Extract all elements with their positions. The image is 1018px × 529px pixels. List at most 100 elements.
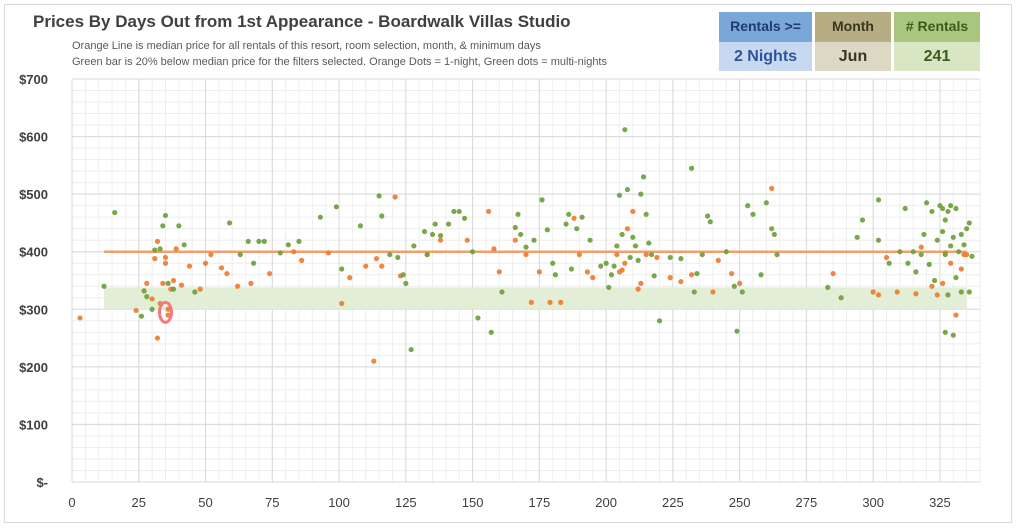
- rentals-filter-value[interactable]: 2 Nights: [719, 42, 812, 71]
- multi-night-point: [192, 289, 198, 295]
- rental-count-label: # Rentals: [894, 12, 980, 42]
- highlight-marker: [157, 300, 173, 324]
- one-night-point: [622, 260, 628, 266]
- multi-night-point: [437, 232, 444, 239]
- x-tick-label: 100: [328, 495, 350, 510]
- one-night-point: [234, 283, 241, 289]
- multi-night-point: [456, 208, 462, 215]
- one-night-point: [576, 251, 583, 258]
- multi-night-point: [421, 228, 428, 235]
- multi-night-point: [277, 250, 283, 256]
- multi-night-point: [162, 212, 169, 219]
- one-night-point: [918, 244, 924, 250]
- y-tick-label: $200: [19, 360, 48, 375]
- y-tick-label: $100: [19, 417, 48, 432]
- x-tick-label: 75: [265, 495, 279, 510]
- x-tick-label: 250: [729, 495, 751, 510]
- multi-night-point: [734, 328, 740, 334]
- one-night-point: [940, 280, 946, 286]
- one-night-point: [571, 215, 577, 221]
- chart-subtitle-line2: Green bar is 20% below median price for …: [72, 56, 607, 68]
- rentals-filter-card[interactable]: Rentals >= 2 Nights: [719, 12, 812, 71]
- month-filter-label: Month: [815, 12, 891, 42]
- one-night-point: [769, 185, 775, 191]
- multi-night-point: [838, 295, 844, 301]
- multi-night-point: [646, 240, 652, 246]
- multi-night-point: [750, 211, 756, 217]
- discount-band: [104, 287, 967, 310]
- one-night-point: [464, 237, 470, 243]
- multi-night-point: [251, 260, 257, 266]
- one-night-point: [630, 208, 636, 215]
- one-night-point: [643, 251, 649, 258]
- multi-night-point: [940, 205, 946, 212]
- multi-night-point: [723, 249, 729, 255]
- rental-count-card: # Rentals 241: [894, 12, 980, 71]
- multi-night-point: [923, 200, 930, 206]
- multi-night-point: [611, 263, 617, 269]
- multi-night-point: [400, 272, 406, 278]
- multi-night-point: [568, 266, 575, 272]
- multi-night-point: [144, 294, 150, 300]
- multi-night-point: [614, 243, 620, 249]
- x-axis: 0 25 50 75 100 125 150 175 200 225 250 275 300 325: [68, 495, 950, 510]
- multi-night-point: [411, 243, 417, 249]
- multi-night-point: [705, 213, 711, 219]
- multi-night-point: [518, 231, 524, 238]
- multi-night-point: [165, 280, 171, 286]
- one-night-point: [894, 289, 900, 295]
- multi-night-point: [897, 249, 903, 255]
- one-night-point: [496, 269, 502, 275]
- multi-night-point: [157, 246, 163, 252]
- multi-night-point: [825, 284, 831, 291]
- x-tick-label: 125: [395, 495, 417, 510]
- one-night-point: [590, 275, 596, 281]
- multi-night-point: [950, 234, 956, 240]
- multi-night-point: [333, 204, 339, 210]
- multi-night-point: [245, 238, 251, 244]
- multi-night-point: [616, 192, 623, 198]
- one-night-point: [486, 208, 492, 215]
- multi-night-point: [429, 231, 436, 238]
- one-night-point: [154, 335, 161, 341]
- one-night-point: [347, 275, 353, 281]
- multi-night-point: [950, 332, 956, 338]
- multi-night-point: [859, 217, 866, 223]
- chart-title: Prices By Days Out from 1st Appearance -…: [33, 12, 571, 31]
- one-night-point: [160, 280, 166, 286]
- multi-night-point: [296, 238, 302, 244]
- multi-night-point: [739, 289, 745, 295]
- one-night-point: [547, 299, 553, 305]
- x-tick-label: 225: [662, 495, 684, 510]
- multi-night-point: [579, 214, 585, 220]
- multi-night-point: [523, 244, 529, 250]
- one-night-point: [558, 299, 564, 305]
- multi-night-point: [956, 249, 962, 255]
- multi-night-point: [932, 277, 938, 284]
- multi-night-point: [101, 283, 107, 289]
- multi-night-point: [261, 238, 267, 244]
- multi-night-point: [539, 197, 545, 203]
- month-filter-card[interactable]: Month Jun: [815, 12, 891, 71]
- multi-night-point: [942, 217, 948, 223]
- multi-night-point: [763, 200, 769, 206]
- one-night-point: [635, 286, 641, 292]
- multi-night-point: [408, 346, 414, 353]
- multi-night-point: [656, 318, 663, 324]
- multi-night-point: [619, 231, 625, 238]
- one-night-point: [170, 277, 177, 284]
- multi-night-point: [918, 251, 924, 258]
- x-tick-label: 175: [529, 495, 551, 510]
- one-night-point: [202, 260, 209, 266]
- multi-night-point: [694, 270, 700, 277]
- multi-night-point: [875, 237, 882, 243]
- x-tick-label: 275: [796, 495, 818, 510]
- one-night-point: [830, 270, 836, 277]
- multi-night-point: [550, 260, 556, 266]
- one-night-point: [363, 263, 369, 269]
- multi-night-point: [226, 220, 233, 226]
- multi-night-point: [317, 214, 323, 220]
- multi-night-point: [910, 249, 916, 255]
- one-night-point: [875, 292, 882, 298]
- month-filter-value[interactable]: Jun: [815, 42, 891, 71]
